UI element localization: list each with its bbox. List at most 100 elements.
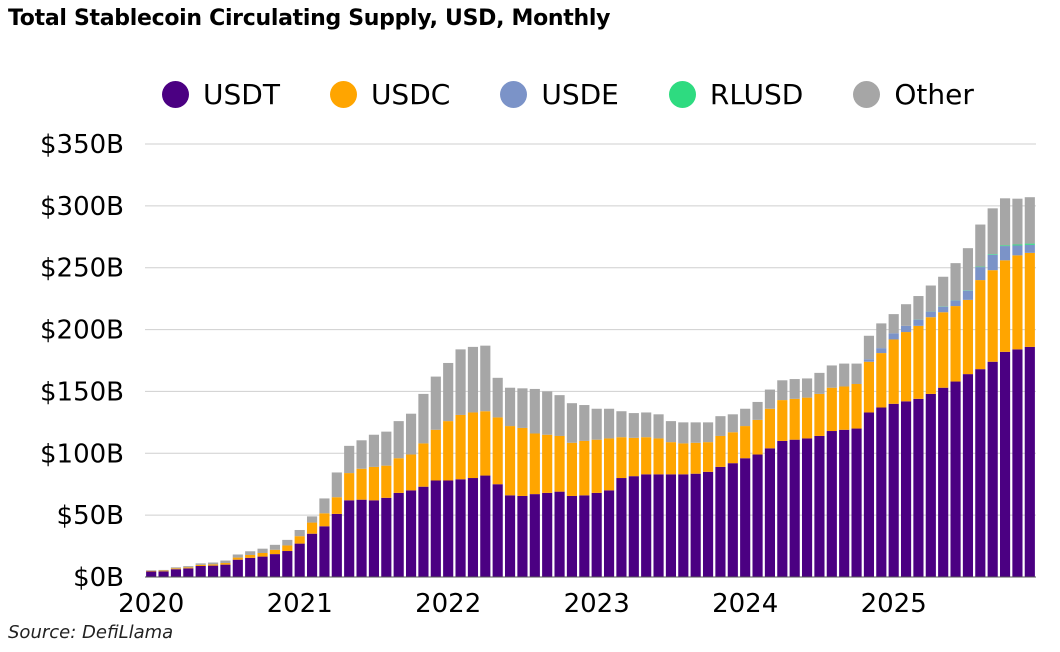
bar-usdc-9 — [257, 553, 268, 557]
bar-other-70 — [1012, 198, 1023, 245]
bar-usdc-63 — [925, 317, 936, 394]
legend-item-rlusd: RLUSD — [668, 78, 803, 111]
bar-usdt-40 — [641, 474, 652, 577]
bar-rlusd-69 — [999, 245, 1011, 247]
legend-item-usde: USDE — [500, 78, 619, 111]
bar-usde-61 — [900, 325, 912, 333]
bar-usdc-21 — [405, 454, 417, 491]
bar-other-49 — [752, 401, 763, 420]
bar-usdc-19 — [381, 465, 392, 498]
bar-usdt-62 — [913, 398, 924, 577]
bar-other-29 — [504, 387, 516, 427]
bar-usdc-60 — [888, 339, 899, 404]
bar-usdt-38 — [616, 478, 627, 577]
bar-usde-71 — [1024, 244, 1035, 253]
bar-other-21 — [405, 413, 417, 455]
bar-other-36 — [591, 408, 602, 440]
bar-usdc-25 — [455, 414, 466, 480]
bar-usdc-48 — [740, 426, 751, 459]
bar-usdt-27 — [480, 475, 491, 577]
bar-other-62 — [913, 296, 924, 320]
bar-usdc-51 — [777, 400, 788, 441]
bar-usdc-3 — [183, 567, 194, 569]
bar-usdc-40 — [641, 437, 652, 475]
bar-usdc-23 — [430, 429, 441, 481]
bar-usdc-27 — [480, 411, 491, 476]
bar-usdt-15 — [331, 513, 342, 577]
bar-usdt-69 — [999, 351, 1011, 577]
legend-label-usdc: USDC — [370, 77, 451, 111]
bar-other-13 — [306, 516, 318, 523]
bar-usdt-43 — [678, 474, 689, 577]
y-tick-label: $50B — [57, 501, 124, 531]
bar-usdc-57 — [851, 384, 862, 429]
bar-other-26 — [467, 346, 479, 413]
bar-other-23 — [430, 376, 441, 430]
bar-usdc-15 — [331, 497, 342, 514]
x-tick-label: 2025 — [861, 589, 927, 619]
bars — [145, 197, 1036, 578]
bar-other-32 — [542, 391, 553, 435]
bar-other-30 — [517, 388, 528, 428]
bar-usde-70 — [1012, 245, 1023, 256]
bar-other-18 — [368, 434, 380, 467]
bar-other-12 — [294, 529, 305, 537]
bar-usdc-42 — [665, 442, 677, 475]
bar-usdc-52 — [789, 398, 800, 440]
bar-other-22 — [418, 393, 429, 444]
bar-usdt-44 — [690, 473, 701, 577]
bar-other-59 — [876, 323, 887, 349]
y-tick-label: $300B — [40, 192, 124, 222]
bar-other-67 — [975, 224, 986, 267]
chart-title: Total Stablecoin Circulating Supply, USD… — [8, 6, 611, 31]
bar-usdc-32 — [542, 434, 553, 493]
bar-usdt-55 — [826, 431, 837, 577]
bar-other-41 — [653, 414, 664, 439]
legend-swatch-rlusd — [668, 80, 696, 108]
bar-usdt-29 — [504, 495, 516, 577]
bar-usdc-12 — [294, 536, 305, 544]
bar-usdt-58 — [863, 412, 875, 577]
bar-usdc-30 — [517, 427, 528, 496]
bar-usde-66 — [962, 290, 974, 300]
bar-other-35 — [579, 405, 590, 441]
bar-other-44 — [690, 422, 701, 443]
bar-other-1 — [158, 569, 169, 571]
bar-usdt-64 — [938, 387, 949, 577]
y-tick-label: $250B — [40, 254, 124, 284]
bar-usde-69 — [999, 246, 1011, 261]
bar-other-60 — [888, 314, 899, 334]
y-tick-label: $200B — [40, 316, 124, 346]
bar-usde-67 — [975, 267, 986, 281]
bar-other-68 — [987, 208, 998, 255]
bar-usde-62 — [913, 319, 924, 326]
bar-usdt-67 — [975, 369, 986, 577]
bar-usdc-41 — [653, 438, 664, 475]
bar-usdt-26 — [467, 478, 479, 577]
bar-usdc-39 — [628, 437, 639, 477]
bar-usdc-6 — [220, 563, 231, 565]
bar-usdc-5 — [207, 564, 219, 566]
x-tick-label: 2023 — [564, 589, 630, 619]
bar-usdc-46 — [715, 435, 726, 467]
bar-other-61 — [900, 304, 912, 326]
bar-usdt-35 — [579, 495, 590, 577]
bar-usdt-37 — [603, 490, 615, 577]
bar-other-43 — [678, 422, 689, 444]
bar-usdc-29 — [504, 426, 516, 496]
bar-usdc-38 — [616, 437, 627, 479]
bar-usdc-22 — [418, 443, 429, 487]
bar-other-57 — [851, 363, 862, 384]
bar-usdc-17 — [356, 468, 367, 500]
bar-usdc-16 — [344, 473, 355, 501]
bar-other-50 — [764, 389, 776, 409]
bar-other-51 — [777, 380, 788, 401]
bar-other-7 — [232, 554, 243, 558]
bar-usdc-49 — [752, 419, 763, 455]
bar-usdt-0 — [146, 571, 157, 577]
bar-other-58 — [863, 335, 875, 360]
bar-usdt-19 — [381, 497, 392, 577]
bar-other-10 — [269, 544, 281, 550]
bar-usde-68 — [987, 254, 998, 271]
legend-item-usdc: USDC — [329, 77, 451, 111]
